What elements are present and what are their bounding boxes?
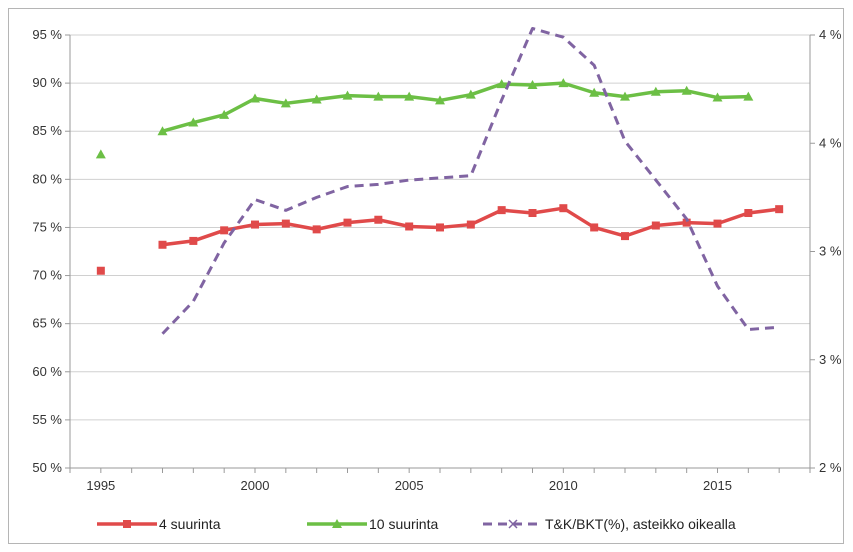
data-point-ten-largest <box>496 79 507 89</box>
data-point-four-largest <box>96 266 105 275</box>
x-tick-label: 2000 <box>241 478 270 493</box>
data-point-ten-largest <box>342 90 353 100</box>
data-point-ten-largest <box>95 149 106 159</box>
data-point-ten-largest <box>373 91 384 101</box>
data-point-four-largest <box>682 218 691 227</box>
data-point-four-largest <box>466 220 475 229</box>
y-left-tick-label: 60 % <box>32 364 62 379</box>
data-point-four-largest <box>651 221 660 230</box>
data-point-four-largest <box>312 225 321 234</box>
legend-label-rnd-gdp: T&K/BKT(%), asteikko oikealla <box>545 516 736 532</box>
data-point-four-largest <box>281 219 290 228</box>
data-point-ten-largest <box>280 98 291 108</box>
x-tick-label: 1995 <box>86 478 115 493</box>
y-left-tick-label: 70 % <box>32 268 62 283</box>
data-point-ten-largest <box>404 91 415 101</box>
data-point-ten-largest <box>250 93 260 103</box>
y-right-tick-label: 3 % <box>819 244 842 259</box>
data-point-ten-largest <box>219 109 230 119</box>
y-right-tick-label: 3 % <box>819 352 842 367</box>
data-point-ten-largest <box>527 80 538 90</box>
data-point-four-largest <box>744 209 753 218</box>
data-point-ten-largest <box>620 91 630 101</box>
data-point-four-largest <box>528 209 537 218</box>
data-point-four-largest <box>713 219 722 228</box>
data-point-ten-largest <box>743 91 754 101</box>
y-left-tick-label: 65 % <box>32 316 62 331</box>
data-point-ten-largest <box>311 94 322 104</box>
data-point-four-largest <box>559 204 568 213</box>
data-point-four-largest <box>436 223 444 232</box>
series-line-ten-largest <box>162 81 749 133</box>
y-left-tick-label: 50 % <box>32 460 62 475</box>
y-right-tick-label: 4 % <box>819 27 842 42</box>
data-point-ten-largest <box>589 87 600 97</box>
y-right-tick-label: 4 % <box>819 135 842 150</box>
y-right-tick-label: 2 % <box>819 460 842 475</box>
legend-marker-four-largest <box>123 520 131 528</box>
y-left-tick-label: 80 % <box>32 171 62 186</box>
data-point-ten-largest <box>157 126 168 136</box>
data-point-ten-largest <box>558 78 569 88</box>
data-point-four-largest <box>189 236 198 245</box>
y-left-tick-label: 95 % <box>32 27 62 42</box>
x-tick-label: 2005 <box>395 478 424 493</box>
legend-label-ten-largest: 10 suurinta <box>369 516 438 532</box>
y-left-tick-label: 90 % <box>32 75 62 90</box>
data-point-four-largest <box>621 232 629 241</box>
data-point-four-largest <box>497 206 506 215</box>
data-point-ten-largest <box>465 89 476 99</box>
legend-label-four-largest: 4 suurinta <box>159 516 221 532</box>
data-point-four-largest <box>590 223 599 232</box>
data-point-ten-largest <box>435 95 445 105</box>
data-point-four-largest <box>220 226 229 235</box>
data-point-ten-largest <box>650 86 661 96</box>
data-point-four-largest <box>374 215 383 224</box>
legend-marker-rnd-gdp <box>508 519 518 529</box>
series-line-rnd-gdp <box>161 27 780 335</box>
data-point-four-largest <box>343 218 352 227</box>
data-point-ten-largest <box>188 117 199 127</box>
data-point-ten-largest <box>712 92 723 102</box>
data-point-four-largest <box>405 222 414 231</box>
x-tick-label: 2010 <box>549 478 578 493</box>
data-point-four-largest <box>251 220 259 229</box>
y-left-tick-label: 85 % <box>32 123 62 138</box>
x-tick-label: 2015 <box>703 478 732 493</box>
y-left-tick-label: 75 % <box>32 219 62 234</box>
y-left-tick-label: 55 % <box>32 412 62 427</box>
data-point-four-largest <box>158 240 167 249</box>
data-point-four-largest <box>775 205 784 214</box>
data-point-ten-largest <box>681 85 692 95</box>
legend-marker-ten-largest <box>332 519 342 528</box>
